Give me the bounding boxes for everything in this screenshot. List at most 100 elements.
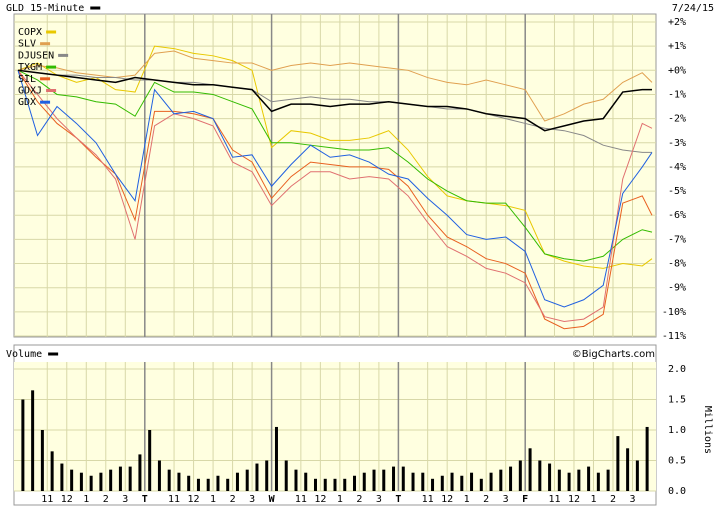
y-tick-label: -5%	[668, 186, 686, 197]
x-tick-label: T	[142, 494, 148, 505]
price-panel	[13, 13, 657, 338]
volume-bar	[606, 469, 610, 491]
legend-swatch	[46, 30, 57, 34]
volume-bar	[489, 472, 493, 491]
series-line	[17, 69, 652, 153]
legend-label: TXGM	[18, 62, 42, 73]
volume-bar	[509, 466, 513, 491]
volume-bar	[187, 475, 191, 491]
x-tick-label: 2	[356, 494, 362, 505]
x-tick-label: 1	[210, 494, 216, 505]
legend-label: SIL	[18, 74, 36, 85]
legend-swatch	[40, 77, 51, 81]
x-tick-label: 11	[548, 494, 560, 505]
volume-bar	[343, 478, 347, 491]
chart-date: 7/24/15	[672, 3, 714, 14]
volume-bar	[392, 466, 396, 491]
series-line	[17, 69, 652, 132]
volume-bar	[635, 460, 639, 491]
y-axis-label: Millions	[702, 406, 713, 454]
volume-bar	[235, 472, 239, 491]
volume-bar	[313, 478, 317, 491]
y-tick-label: -1%	[668, 89, 686, 100]
x-tick-label: 12	[188, 494, 200, 505]
volume-bar	[538, 460, 542, 491]
series-line	[17, 70, 653, 330]
volume-bar	[79, 472, 83, 491]
y-tick-label: -4%	[668, 162, 686, 173]
volume-bar	[265, 460, 269, 491]
x-tick-label: 12	[61, 494, 73, 505]
y-tick-label: -7%	[668, 234, 686, 245]
chart-title: GLD 15-Minute	[6, 3, 84, 14]
x-tick-label: 2	[103, 494, 109, 505]
legend-label: SLV	[18, 39, 36, 50]
volume-bar	[99, 472, 103, 491]
x-tick-label: 1	[337, 494, 343, 505]
volume-bar	[450, 472, 454, 491]
volume-bar	[148, 430, 152, 491]
volume-bar	[70, 469, 74, 491]
volume-bar	[333, 478, 337, 491]
volume-bar	[138, 454, 142, 491]
series-line	[17, 50, 653, 122]
legend-swatch	[90, 6, 101, 10]
volume-bar	[294, 469, 298, 491]
x-tick-label: 12	[568, 494, 580, 505]
y-tick-label: 1.5	[668, 395, 686, 406]
volume-bar	[206, 478, 210, 491]
x-tick-label: 3	[376, 494, 382, 505]
volume-bar	[470, 472, 474, 491]
volume-bar	[372, 469, 376, 491]
y-tick-label: -11%	[662, 331, 686, 342]
x-tick-label: W	[269, 494, 276, 505]
volume-bar	[626, 448, 630, 491]
y-tick-label: -6%	[668, 210, 686, 221]
x-tick-label: 1	[83, 494, 89, 505]
y-tick-label: -10%	[662, 307, 686, 318]
y-tick-label: 0.0	[668, 486, 686, 497]
volume-bar	[118, 466, 122, 491]
volume-bar	[245, 469, 249, 491]
volume-bar	[587, 466, 591, 491]
volume-bar	[323, 478, 327, 491]
x-tick-label: 3	[249, 494, 255, 505]
volume-bar	[577, 469, 581, 491]
x-tick-label: F	[522, 494, 528, 505]
volume-title: Volume	[6, 349, 42, 360]
y-tick-label: 0.5	[668, 456, 686, 467]
y-tick-label: +2%	[668, 17, 686, 28]
x-tick-label: 11	[41, 494, 53, 505]
legend-label: DJUSEN	[18, 50, 54, 61]
volume-bar	[596, 472, 600, 491]
volume-bar	[362, 472, 366, 491]
x-tick-label: 2	[483, 494, 489, 505]
volume-bar	[401, 466, 405, 491]
volume-bar	[460, 475, 464, 491]
volume-bar	[89, 475, 93, 491]
y-tick-label: 1.0	[668, 425, 686, 436]
x-tick-label: T	[395, 494, 401, 505]
volume-bar	[499, 469, 503, 491]
x-tick-label: 1	[590, 494, 596, 505]
volume-bar	[304, 472, 308, 491]
y-tick-label: +1%	[668, 41, 686, 52]
x-tick-label: 12	[314, 494, 326, 505]
volume-bar	[440, 475, 444, 491]
legend-label: GDXJ	[18, 86, 42, 97]
legend-swatch	[46, 89, 57, 92]
volume-bar	[567, 472, 571, 491]
volume-bar	[548, 463, 552, 491]
volume-bar	[431, 478, 435, 491]
x-tick-label: 12	[441, 494, 453, 505]
series-line	[17, 69, 653, 262]
x-tick-label: 3	[629, 494, 635, 505]
volume-bar	[645, 426, 649, 491]
series-line	[17, 45, 653, 269]
x-tick-label: 3	[503, 494, 509, 505]
legend-swatch	[46, 65, 57, 69]
volume-bar	[255, 463, 259, 491]
series-line	[17, 70, 653, 308]
volume-bar	[226, 478, 230, 491]
